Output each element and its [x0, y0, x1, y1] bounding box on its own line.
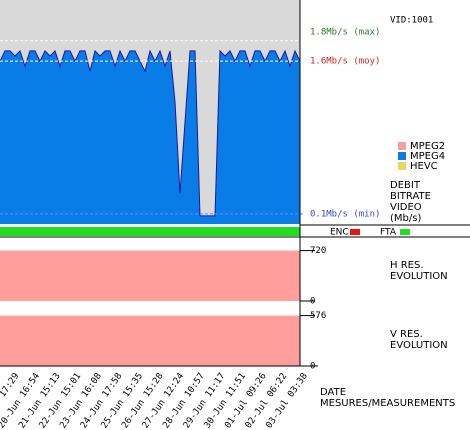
ref-label: 1.8Mb/s (max): [310, 28, 380, 38]
area-line: [0, 49, 301, 217]
ref-label: 0.1Mb/s (min): [310, 209, 380, 219]
encryption-swatch: [400, 229, 410, 235]
id-label: VID:1001: [390, 16, 433, 26]
legend-swatch: [398, 142, 406, 150]
encryption-swatch: [350, 229, 360, 235]
x-title: DATE: [320, 387, 347, 398]
x-title: MESURES/MEASUREMENTS: [320, 398, 456, 409]
area: [0, 315, 300, 366]
bitrate-title: DEBIT BITRATE VIDEO (Mb/s): [390, 180, 431, 224]
area: [0, 250, 300, 301]
y-tick-label: 720: [310, 246, 326, 256]
encryption-bar: [0, 227, 300, 236]
encryption-label: FTA: [380, 228, 397, 238]
legend-label: MPEG2: [410, 141, 445, 152]
y-tick-label: 0: [310, 297, 315, 307]
ref-label: 1.6Mb/s (moy): [310, 57, 380, 67]
legend-label: MPEG4: [410, 151, 445, 162]
vres-title: V RES. EVOLUTION: [390, 329, 448, 351]
y-tick-label: 576: [310, 311, 326, 321]
encryption-label: ENC: [330, 228, 349, 238]
hres-title: H RES. EVOLUTION: [390, 260, 448, 282]
area: [0, 50, 300, 225]
legend-swatch: [398, 152, 406, 160]
legend-swatch: [398, 162, 406, 170]
legend-label: HEVC: [410, 161, 438, 172]
